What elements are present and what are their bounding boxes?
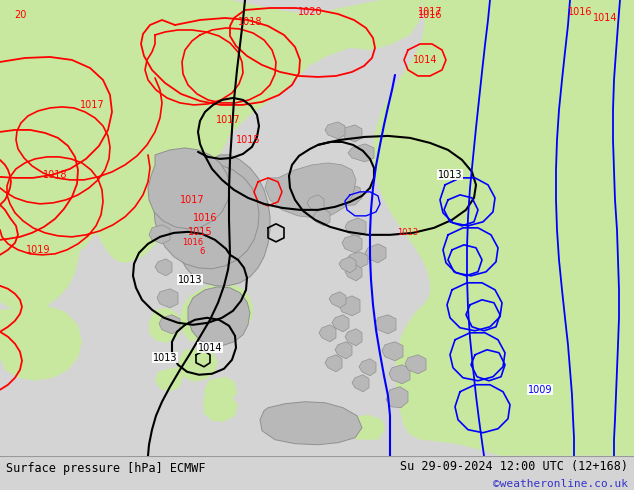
Polygon shape	[0, 172, 80, 311]
Polygon shape	[325, 355, 342, 372]
Polygon shape	[149, 308, 182, 343]
Polygon shape	[155, 259, 172, 276]
Polygon shape	[335, 184, 362, 206]
Polygon shape	[180, 283, 253, 342]
Polygon shape	[189, 283, 253, 339]
Polygon shape	[0, 0, 420, 263]
Polygon shape	[154, 163, 259, 269]
Polygon shape	[342, 125, 362, 142]
Text: 1017: 1017	[418, 7, 443, 17]
Polygon shape	[375, 315, 396, 334]
Text: ©weatheronline.co.uk: ©weatheronline.co.uk	[493, 479, 628, 489]
Polygon shape	[313, 209, 330, 226]
Text: 1016: 1016	[183, 238, 204, 247]
Text: 1016: 1016	[418, 10, 443, 20]
Text: 1013: 1013	[437, 170, 462, 180]
Text: 1016: 1016	[568, 7, 592, 17]
Text: 1014: 1014	[198, 343, 223, 353]
Polygon shape	[339, 296, 360, 316]
Polygon shape	[175, 155, 270, 286]
Polygon shape	[335, 342, 352, 359]
Polygon shape	[389, 365, 410, 384]
Text: 1019: 1019	[26, 245, 50, 255]
Polygon shape	[382, 342, 403, 361]
Text: 1017: 1017	[179, 195, 204, 205]
Polygon shape	[332, 315, 349, 332]
Polygon shape	[272, 412, 338, 440]
Polygon shape	[340, 415, 385, 440]
Polygon shape	[365, 244, 386, 263]
Polygon shape	[345, 218, 366, 237]
Polygon shape	[0, 140, 104, 265]
Polygon shape	[348, 144, 374, 162]
Text: 1014: 1014	[413, 55, 437, 65]
Polygon shape	[155, 367, 183, 392]
Text: 20: 20	[14, 10, 26, 20]
Polygon shape	[204, 377, 237, 405]
Text: 1018: 1018	[238, 17, 262, 27]
Text: 1015: 1015	[236, 135, 261, 145]
Polygon shape	[347, 252, 368, 268]
Polygon shape	[319, 325, 336, 342]
Text: 1014: 1014	[593, 13, 618, 23]
Polygon shape	[159, 315, 180, 334]
Polygon shape	[339, 257, 356, 273]
Text: Su 29-09-2024 12:00 UTC (12+168): Su 29-09-2024 12:00 UTC (12+168)	[399, 460, 628, 473]
Polygon shape	[203, 392, 238, 422]
Polygon shape	[260, 402, 362, 445]
Text: 1015: 1015	[188, 227, 212, 237]
Text: 1017: 1017	[216, 115, 240, 125]
Polygon shape	[0, 305, 82, 381]
Polygon shape	[157, 289, 178, 308]
Polygon shape	[265, 163, 356, 218]
Text: 1013: 1013	[178, 275, 202, 285]
Polygon shape	[345, 329, 362, 346]
Polygon shape	[307, 195, 324, 212]
Polygon shape	[373, 0, 634, 456]
Polygon shape	[329, 292, 346, 308]
Polygon shape	[188, 287, 250, 346]
Polygon shape	[342, 235, 362, 253]
Polygon shape	[386, 387, 408, 408]
Polygon shape	[405, 355, 426, 374]
Text: 1020: 1020	[298, 7, 322, 17]
Text: 1009: 1009	[527, 385, 552, 395]
Polygon shape	[149, 225, 170, 244]
Polygon shape	[178, 348, 218, 382]
Polygon shape	[148, 148, 230, 229]
Text: 1016: 1016	[193, 213, 217, 223]
Polygon shape	[359, 359, 376, 376]
Text: 6: 6	[199, 247, 205, 256]
Text: 1018: 1018	[42, 170, 67, 180]
Text: 1013: 1013	[398, 228, 418, 237]
Polygon shape	[345, 265, 362, 281]
Text: Surface pressure [hPa] ECMWF: Surface pressure [hPa] ECMWF	[6, 462, 206, 475]
Text: 1017: 1017	[80, 100, 105, 110]
Text: 1013: 1013	[153, 353, 178, 363]
Polygon shape	[352, 375, 369, 392]
Polygon shape	[325, 122, 345, 139]
